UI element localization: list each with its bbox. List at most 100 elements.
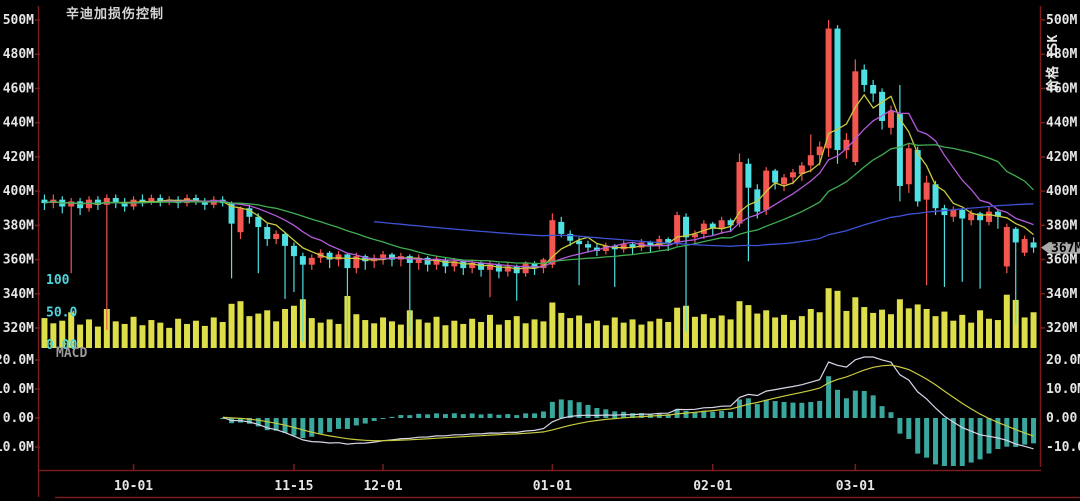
candle-body <box>781 177 788 185</box>
macd-hist-bar <box>826 376 832 418</box>
candle-body <box>1021 239 1028 253</box>
volume-bar <box>896 299 903 348</box>
macd-hist-bar <box>407 415 413 418</box>
volume-bar <box>772 317 779 348</box>
volume-bar <box>121 323 128 348</box>
volume-bar <box>789 320 796 348</box>
macd-dif-line <box>222 356 1034 450</box>
volume-bar <box>825 288 832 348</box>
volume-bar <box>495 324 502 348</box>
volume-bar <box>451 320 458 348</box>
candle-body <box>825 28 832 149</box>
volume-bar <box>469 318 476 348</box>
volume-bar <box>175 318 182 348</box>
volume-bar <box>130 316 137 348</box>
macd-hist-bar <box>603 409 609 418</box>
candle-body <box>513 266 520 274</box>
volume-bar <box>1030 312 1037 348</box>
candle-body <box>255 216 262 228</box>
macd-hist-bar <box>763 399 769 418</box>
volume-bar <box>380 317 387 348</box>
candle-body <box>148 197 155 202</box>
volume-bar <box>504 320 511 348</box>
candle-body <box>237 208 244 233</box>
volume-bar <box>798 316 805 348</box>
macd-hist-bar <box>772 401 778 418</box>
volume-bar <box>638 324 645 348</box>
macd-hist-bar <box>745 398 751 418</box>
candle-body <box>344 254 351 269</box>
candle-body <box>700 223 707 234</box>
volume-bar <box>887 314 894 348</box>
volume-bar <box>540 321 547 348</box>
volume-bar <box>513 316 520 348</box>
price-badge <box>1041 242 1080 254</box>
volume-bar <box>50 323 57 348</box>
volume-bar <box>264 310 271 348</box>
volume-bar <box>968 322 975 348</box>
macd-hist-bar <box>371 418 377 421</box>
volume-bar <box>166 327 173 348</box>
macd-hist-bar <box>273 418 279 431</box>
candle-body <box>139 199 146 202</box>
macd-hist-bar <box>478 414 484 418</box>
volume-bar <box>754 313 761 348</box>
price-axis-label-left: 380M <box>3 218 34 233</box>
macd-hist-bar <box>977 418 983 460</box>
macd-hist-bar <box>638 413 644 418</box>
macd-hist-bar <box>941 418 947 466</box>
volume-bar <box>41 318 48 348</box>
candle-body <box>887 110 894 128</box>
volume-bar <box>781 314 788 348</box>
macd-hist-bar <box>585 404 591 418</box>
macd-hist-bar <box>425 414 431 418</box>
candle-body <box>745 163 752 188</box>
candle-body <box>112 197 119 204</box>
candle-body <box>504 266 511 272</box>
candle-body <box>950 209 957 217</box>
candle-body <box>843 139 850 151</box>
candle-body <box>941 208 948 216</box>
volume-bar <box>727 319 734 348</box>
candle-body <box>959 209 966 219</box>
macd-hist-bar <box>683 411 689 418</box>
date-label: 11-15 <box>274 479 313 494</box>
macd-hist-bar <box>460 414 466 418</box>
price-axis-label-left: 320M <box>3 321 34 336</box>
macd-hist-bar <box>558 399 564 418</box>
macd-axis-label-right: 20.0M <box>1046 353 1080 368</box>
volume-bar <box>665 322 672 348</box>
volume-bar <box>852 297 859 348</box>
volume-bar <box>59 320 66 348</box>
macd-hist-bar <box>915 418 921 454</box>
candle-body <box>789 172 796 178</box>
macd-hist-bar <box>924 418 930 458</box>
macd-hist-bar <box>1031 418 1037 444</box>
macd-hist-bar <box>879 406 885 418</box>
price-axis-label-left: 500M <box>3 13 34 28</box>
candle-body <box>549 220 556 265</box>
macd-axis-label-left: -10.0M <box>0 440 34 455</box>
volume-bar <box>77 324 84 348</box>
macd-hist-bar <box>514 415 520 418</box>
macd-hist-bar <box>318 418 324 434</box>
volume-bar <box>326 319 333 348</box>
macd-hist-bar <box>532 413 538 418</box>
macd-hist-bar <box>790 402 796 418</box>
candle-body <box>201 201 208 205</box>
volume-bar <box>388 321 395 348</box>
volume-bar <box>68 312 75 348</box>
ma-line-10 <box>44 109 1034 268</box>
candle-body <box>228 203 235 224</box>
volume-bar <box>834 290 841 348</box>
volume-bar <box>950 320 957 348</box>
candle-body <box>388 254 395 260</box>
macd-hist-bar <box>968 418 974 463</box>
macd-hist-bar <box>1013 418 1019 447</box>
volume-bar <box>611 317 618 348</box>
volume-bar <box>308 318 315 348</box>
candle-body <box>852 71 859 163</box>
candle-body <box>41 199 48 204</box>
candle-body <box>647 242 654 246</box>
